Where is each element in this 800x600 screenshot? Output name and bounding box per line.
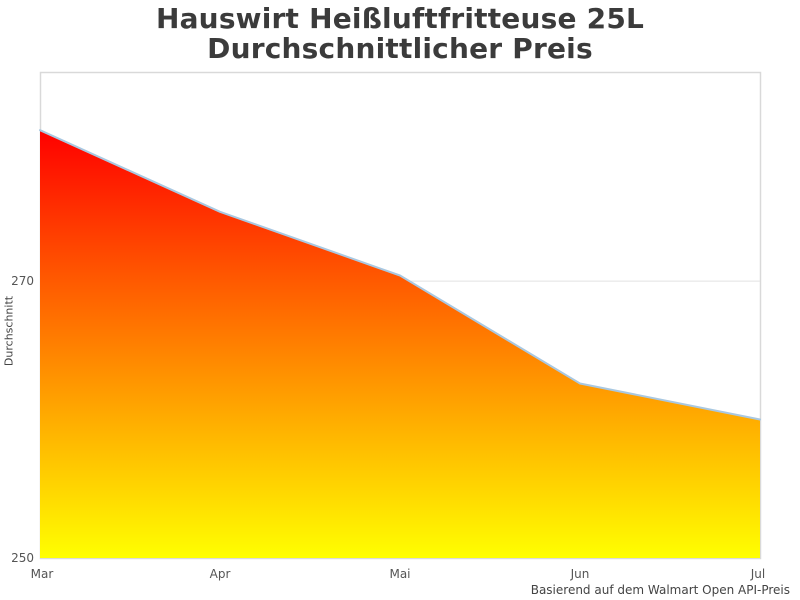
x-tick-mar: Mar	[30, 567, 54, 581]
chart-title-line-2: Durchschnittlicher Preis	[207, 32, 593, 65]
x-tick-mai: Mai	[389, 567, 411, 581]
y-tick-250: 250	[11, 551, 34, 565]
x-tick-jun: Jun	[570, 567, 590, 581]
y-tick-270: 270	[11, 274, 34, 288]
chart-title: Hauswirt Heißluftfritteuse 25L Durchschn…	[0, 4, 800, 64]
chart-title-line-1: Hauswirt Heißluftfritteuse 25L	[155, 2, 645, 35]
footer-caption: Basierend auf dem Walmart Open API-Preis	[530, 583, 790, 597]
x-tick-jul: Jul	[750, 567, 766, 581]
price-area-fill	[40, 130, 760, 558]
x-tick-apr: Apr	[209, 567, 231, 581]
price-line	[39, 129, 761, 421]
y-axis-label: Durchschnitt	[2, 295, 16, 367]
